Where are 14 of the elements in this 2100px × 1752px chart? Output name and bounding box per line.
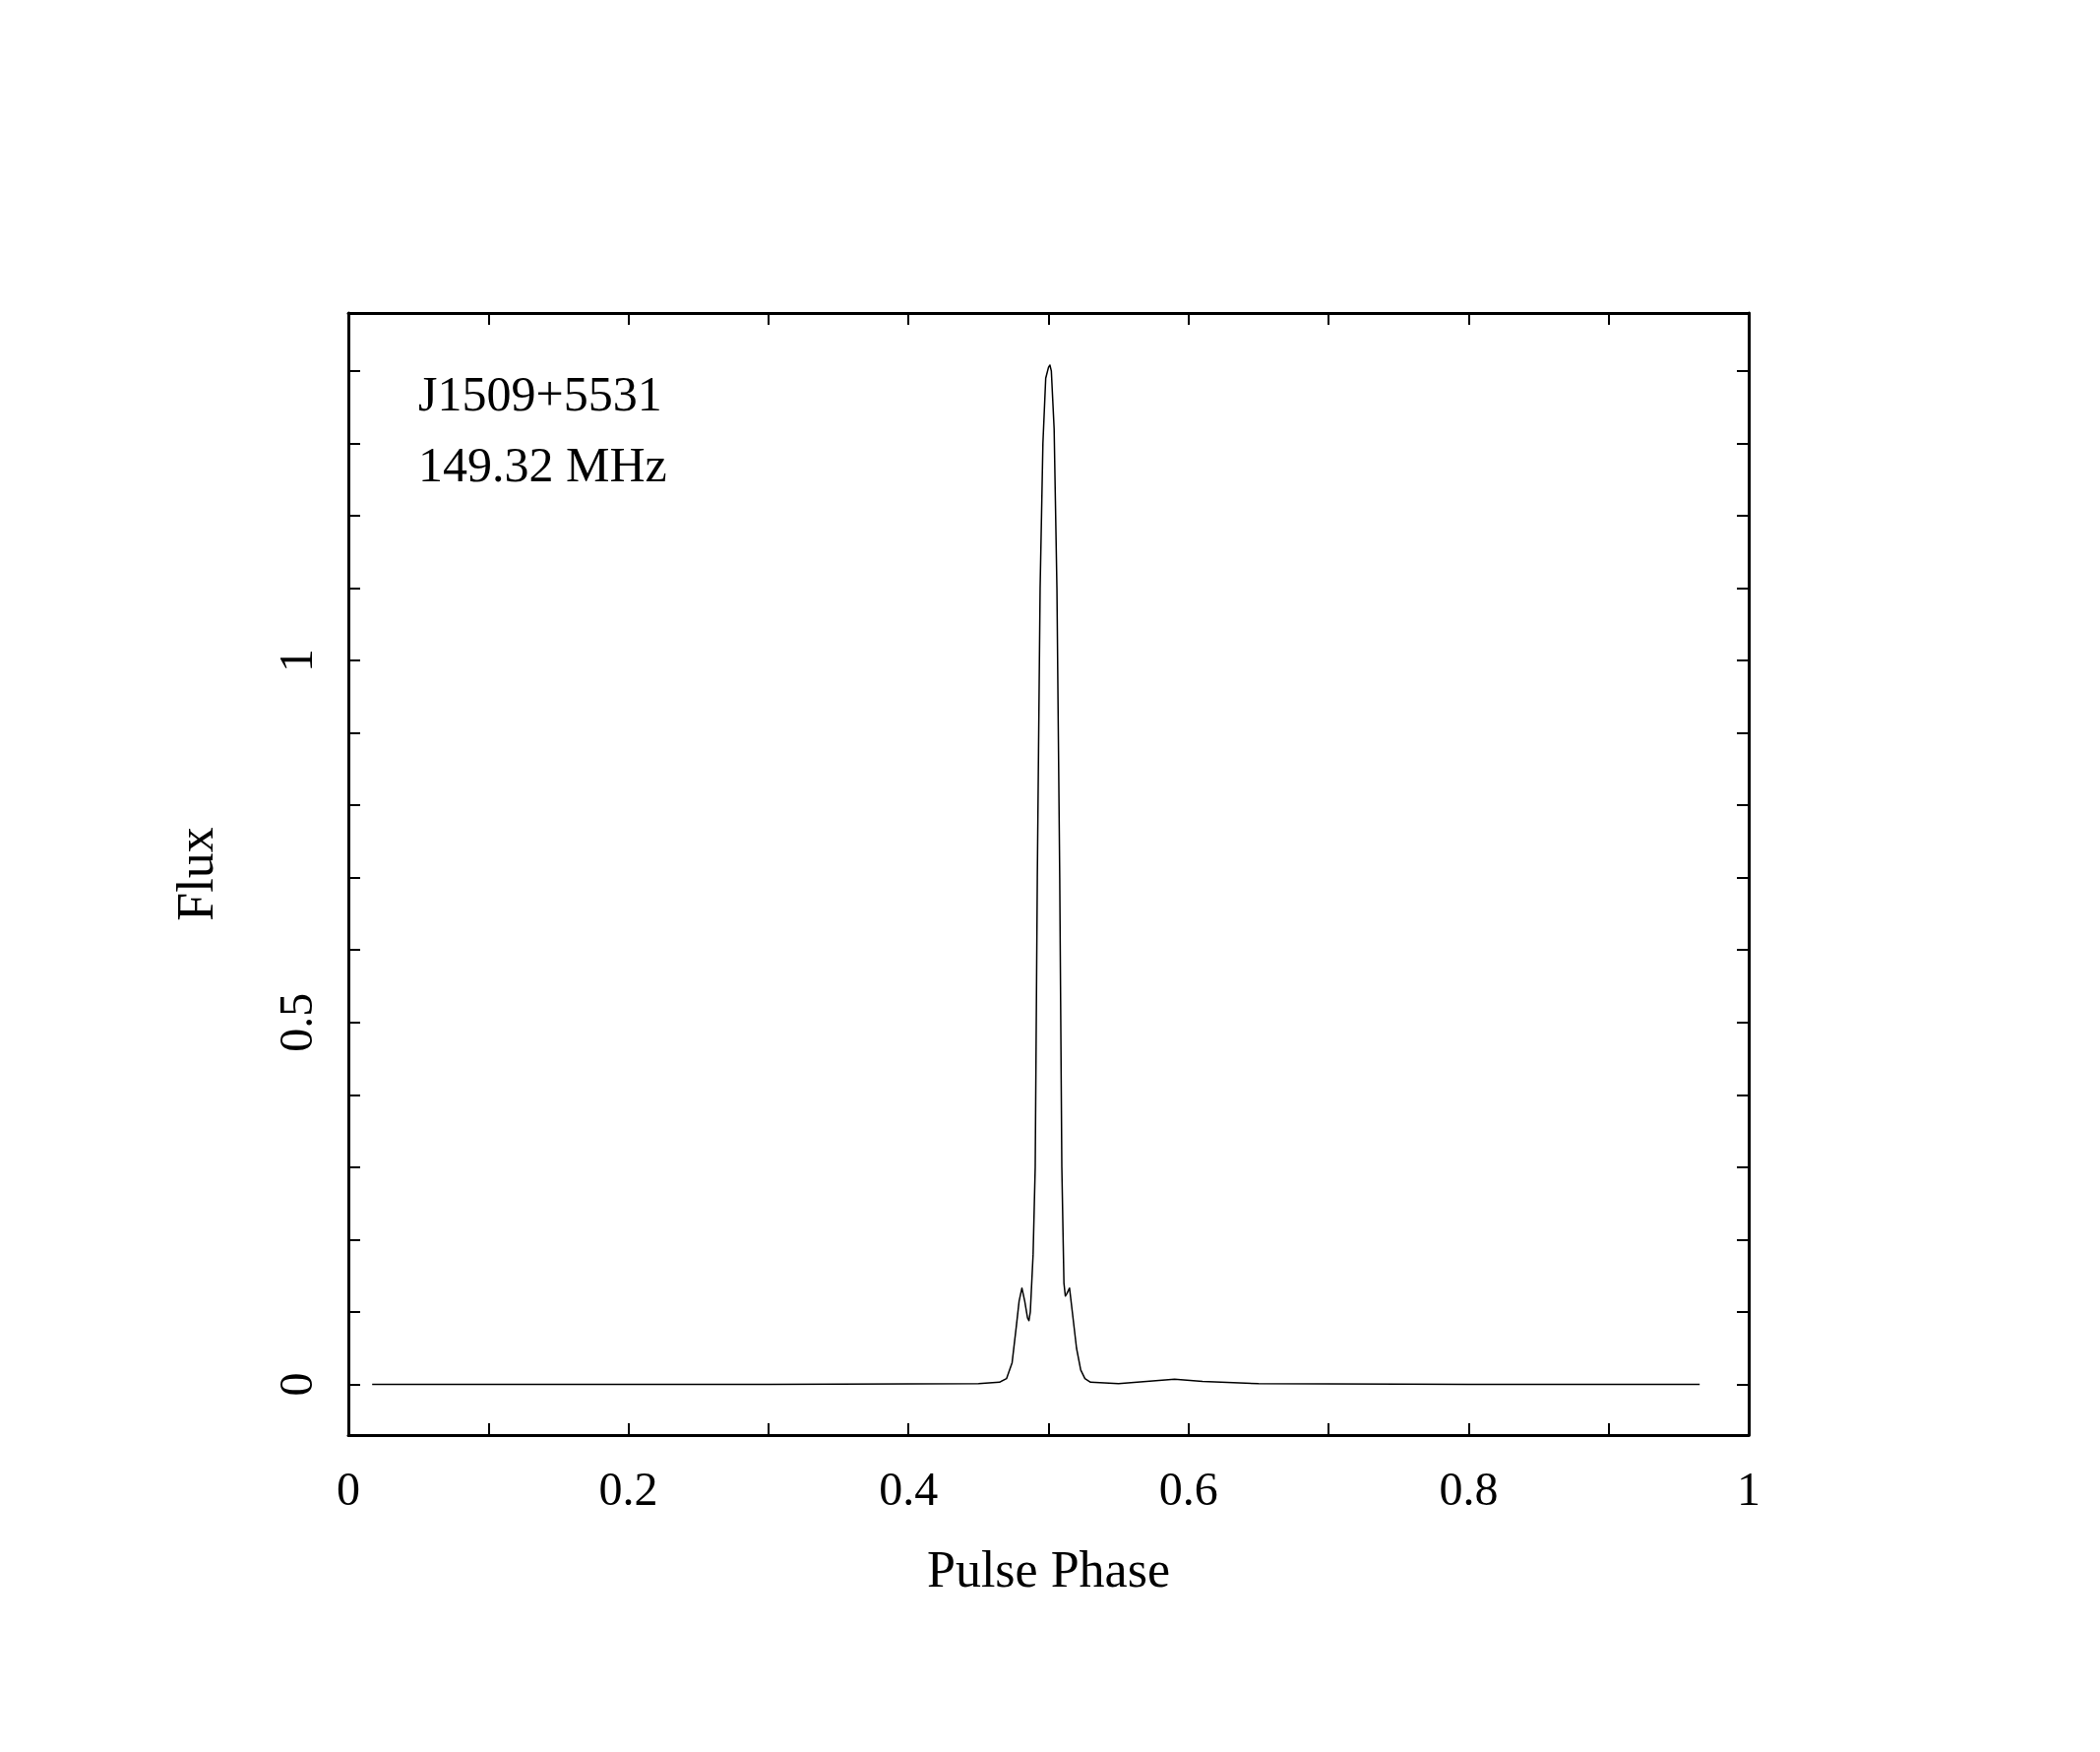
- annotation: J1509+5531: [418, 366, 662, 421]
- x-tick-label: 0.4: [879, 1462, 939, 1515]
- x-tick-label: 0.8: [1439, 1462, 1499, 1515]
- line-series: [371, 364, 1700, 1386]
- y-tick-label: 0.5: [269, 992, 322, 1052]
- x-tick-label: 1: [1737, 1462, 1760, 1515]
- x-tick-label: 0: [337, 1462, 360, 1515]
- y-axis-title: Flux: [166, 827, 223, 921]
- x-axis-title: Pulse Phase: [927, 1540, 1170, 1597]
- x-tick-label: 0.6: [1158, 1462, 1218, 1515]
- x-tick-label: 0.2: [598, 1462, 658, 1515]
- annotation: 149.32 MHz: [418, 437, 667, 492]
- y-tick-label: 0: [269, 1372, 322, 1397]
- y-tick-label: 1: [269, 649, 322, 673]
